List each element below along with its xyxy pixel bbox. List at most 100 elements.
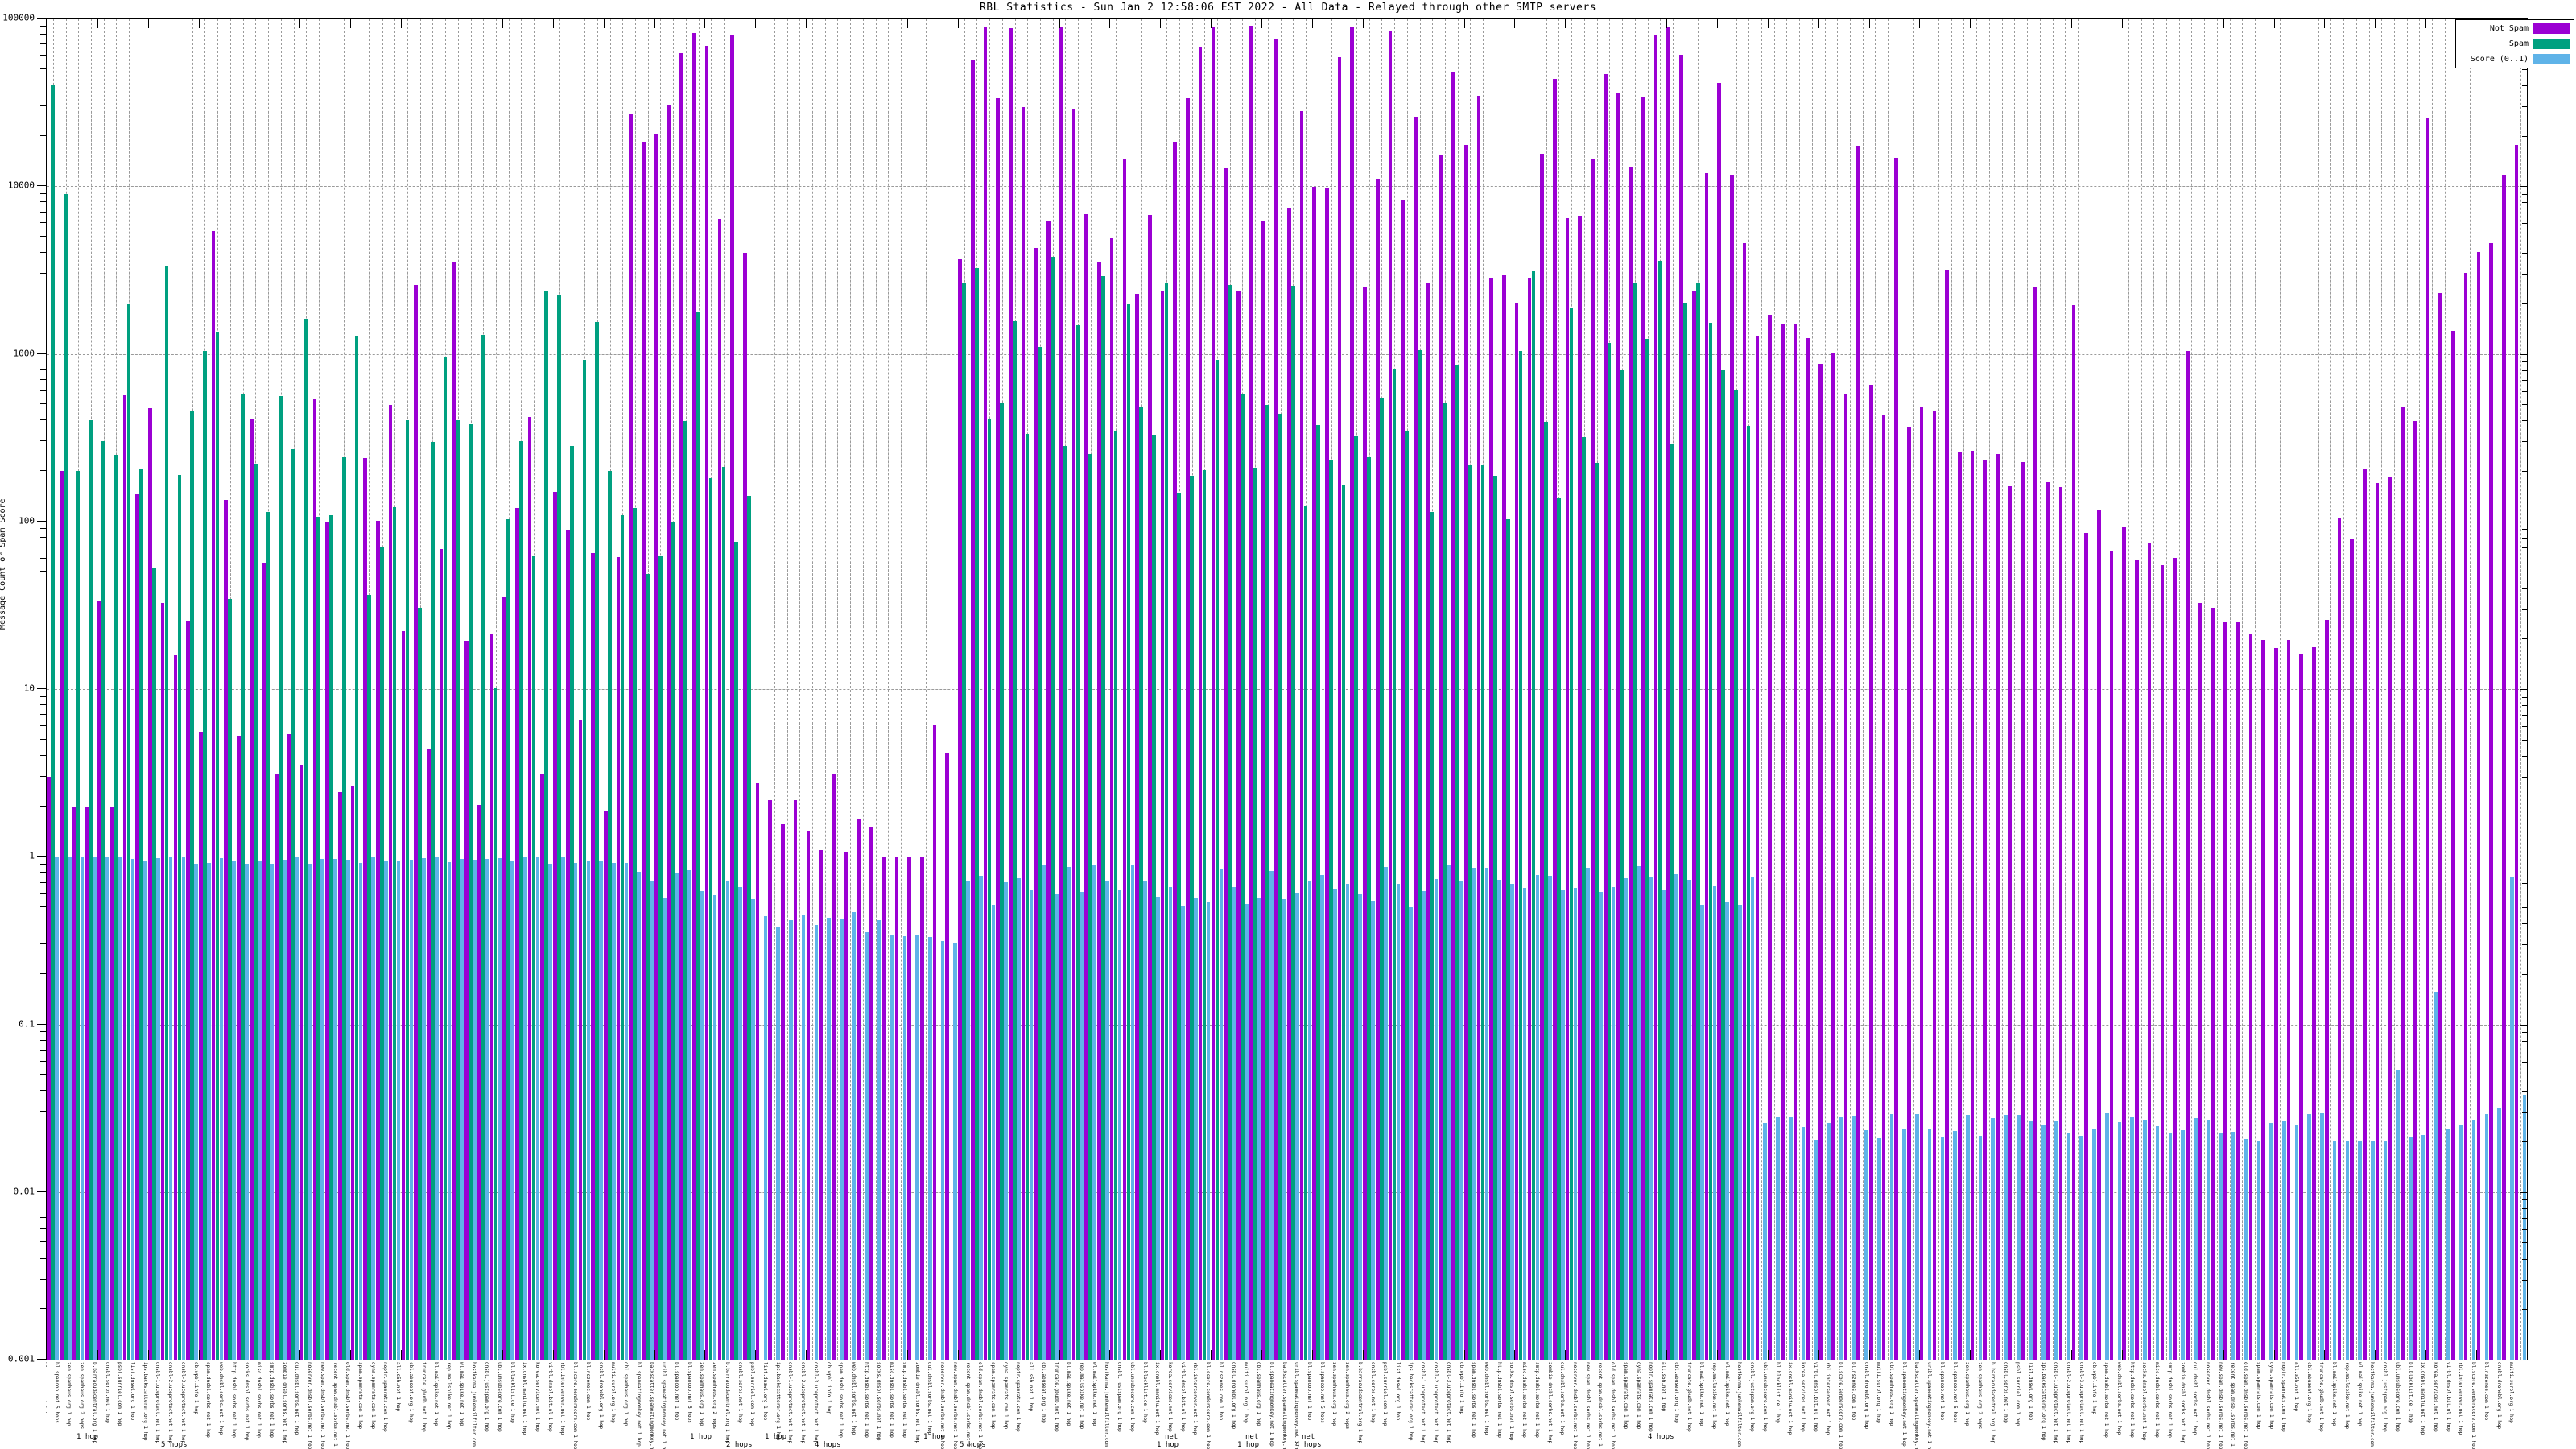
- x-axis-label: bl.spamcop.net 5 hops: [686, 1362, 692, 1423]
- y-tick-minor: [40, 378, 46, 380]
- bar-spam: [671, 522, 675, 1360]
- bar-spam: [1329, 459, 1333, 1360]
- bar-not-spam: [2463, 272, 2468, 1360]
- v-gridline: [2242, 19, 2244, 1360]
- x-axis-label: virbl.dnsbl.bit.nl 1 hop: [547, 1362, 553, 1432]
- bar-not-spam: [1173, 141, 1178, 1360]
- x-axis-label: dnsbl-2.uceprotect.net 1 hop: [167, 1362, 174, 1444]
- bar-not-spam: [1514, 303, 1519, 1360]
- bar-spam: [1367, 457, 1371, 1360]
- bar-not-spam: [2033, 287, 2037, 1360]
- right-tick-minor: [2522, 135, 2527, 137]
- x-tick-bottom: [1767, 1350, 1769, 1360]
- bar-not-spam: [717, 218, 722, 1360]
- x-tick-top: [299, 19, 301, 28]
- x-axis-label: dnsbl.justspam.org 1 hop: [2382, 1362, 2388, 1432]
- y-tick-minor: [40, 419, 46, 421]
- x-axis-label: smtp.dnsbl.sorbs.net 1 hop: [901, 1362, 907, 1438]
- right-tick: [2520, 186, 2527, 188]
- legend-label-spam: Spam: [2508, 39, 2529, 48]
- bar-not-spam: [376, 520, 380, 1360]
- bar-not-spam: [299, 765, 304, 1360]
- v-gridline: [2128, 19, 2129, 1360]
- bar-not-spam: [983, 26, 988, 1360]
- legend-item-score: Score (0..1): [2459, 53, 2570, 64]
- bar-not-spam: [2211, 607, 2215, 1360]
- bar-score: [1876, 1138, 1881, 1360]
- bar-spam: [190, 411, 194, 1360]
- x-axis-label: korea.services.net 1 hop: [1167, 1362, 1174, 1432]
- bar-score: [1839, 1117, 1843, 1360]
- bar-not-spam: [2274, 648, 2278, 1360]
- bar-score: [1282, 899, 1286, 1360]
- v-gridline: [2355, 19, 2357, 1360]
- bar-not-spam: [350, 786, 355, 1360]
- x-axis-label: spam.spamrats.com 1 hop: [357, 1362, 363, 1430]
- bar-not-spam: [2299, 654, 2304, 1360]
- x-tick-bottom: [401, 1350, 402, 1360]
- bar-not-spam: [907, 857, 911, 1360]
- x-axis-label: dbl.spamhaus.org 1 hop: [1256, 1362, 1262, 1426]
- bar-score: [1510, 884, 1514, 1360]
- bar-not-spam: [211, 230, 216, 1360]
- v-gridline: [2393, 19, 2395, 1360]
- y-tick-minor: [40, 893, 46, 894]
- x-tick-bottom: [1970, 1350, 1971, 1360]
- x-tick-bottom: [1109, 1350, 1111, 1360]
- bar-score: [1092, 865, 1096, 1360]
- v-gridline: [812, 19, 814, 1360]
- bar-not-spam: [2375, 483, 2380, 1360]
- bar-score: [662, 897, 667, 1360]
- x-axis-label: noptr.spamrats.com 1 hop: [2281, 1362, 2287, 1432]
- x-axis-group-label: 4 hops: [1648, 1433, 1674, 1441]
- y-tick-minor: [40, 201, 46, 203]
- bar-spam: [203, 350, 207, 1360]
- x-axis-label: psbl.surriel.com 1 hop: [749, 1362, 756, 1426]
- bar-not-spam: [1261, 220, 1266, 1360]
- bar-score: [2269, 1123, 2273, 1360]
- h-gridline: [47, 353, 2527, 355]
- x-tick-bottom: [2172, 1350, 2174, 1360]
- bar-score: [814, 924, 819, 1360]
- bar-not-spam: [1009, 28, 1013, 1360]
- v-gridline: [1837, 19, 1839, 1360]
- bar-not-spam: [262, 562, 266, 1360]
- x-tick-bottom: [1059, 1350, 1060, 1360]
- bar-not-spam: [1502, 274, 1506, 1360]
- bar-spam: [1620, 370, 1624, 1360]
- x-axis-label: dbl.spamhaus.org 1 hop: [623, 1362, 630, 1426]
- x-tick-top: [1970, 19, 1971, 28]
- bar-score: [1978, 1135, 1983, 1360]
- bar-not-spam: [1591, 159, 1595, 1360]
- v-gridline: [1951, 19, 1952, 1360]
- bar-not-spam: [2501, 174, 2506, 1360]
- x-tick-bottom: [1868, 1350, 1870, 1360]
- bar-not-spam: [1691, 290, 1696, 1360]
- x-axis-label: b.barracudacentral.org 1 hop: [91, 1362, 97, 1444]
- y-tick-minor: [40, 571, 46, 572]
- x-axis-label: smtp.dnsbl.sorbs.net 1 hop: [1534, 1362, 1540, 1438]
- bar-score: [1814, 1140, 1818, 1360]
- x-axis-label: dnsbl.justspam.org 1 hop: [1117, 1362, 1123, 1432]
- bar-spam: [1569, 308, 1574, 1360]
- x-axis-label: zen.spamhaus.org 1 hop: [1964, 1362, 1971, 1426]
- y-tick-minor: [40, 252, 46, 254]
- h-gridline: [47, 186, 2527, 188]
- x-axis-label: zen.spamhaus.org 1 hop: [66, 1362, 72, 1426]
- y-tick-major: [37, 1359, 46, 1360]
- bar-spam: [1405, 431, 1409, 1360]
- y-tick-minor: [40, 235, 46, 237]
- x-axis-label: bl.score.senderscore.com 1 hop: [2471, 1362, 2477, 1449]
- bar-not-spam: [2425, 118, 2430, 1360]
- bar-score: [1662, 890, 1666, 1360]
- bar-score: [712, 894, 717, 1360]
- x-tick-bottom: [502, 1350, 503, 1360]
- bar-score: [473, 859, 477, 1360]
- legend-label-not-spam: Not Spam: [2489, 23, 2529, 33]
- x-axis-label: dul.dnsbl.sorbs.net 1 hop: [927, 1362, 933, 1435]
- bar-score: [561, 857, 565, 1360]
- v-gridline: [1938, 19, 1940, 1360]
- x-axis-label: bl.score.senderscore.com 1 hop: [572, 1362, 579, 1449]
- bar-score: [345, 860, 350, 1360]
- y-tick-major: [37, 1191, 46, 1192]
